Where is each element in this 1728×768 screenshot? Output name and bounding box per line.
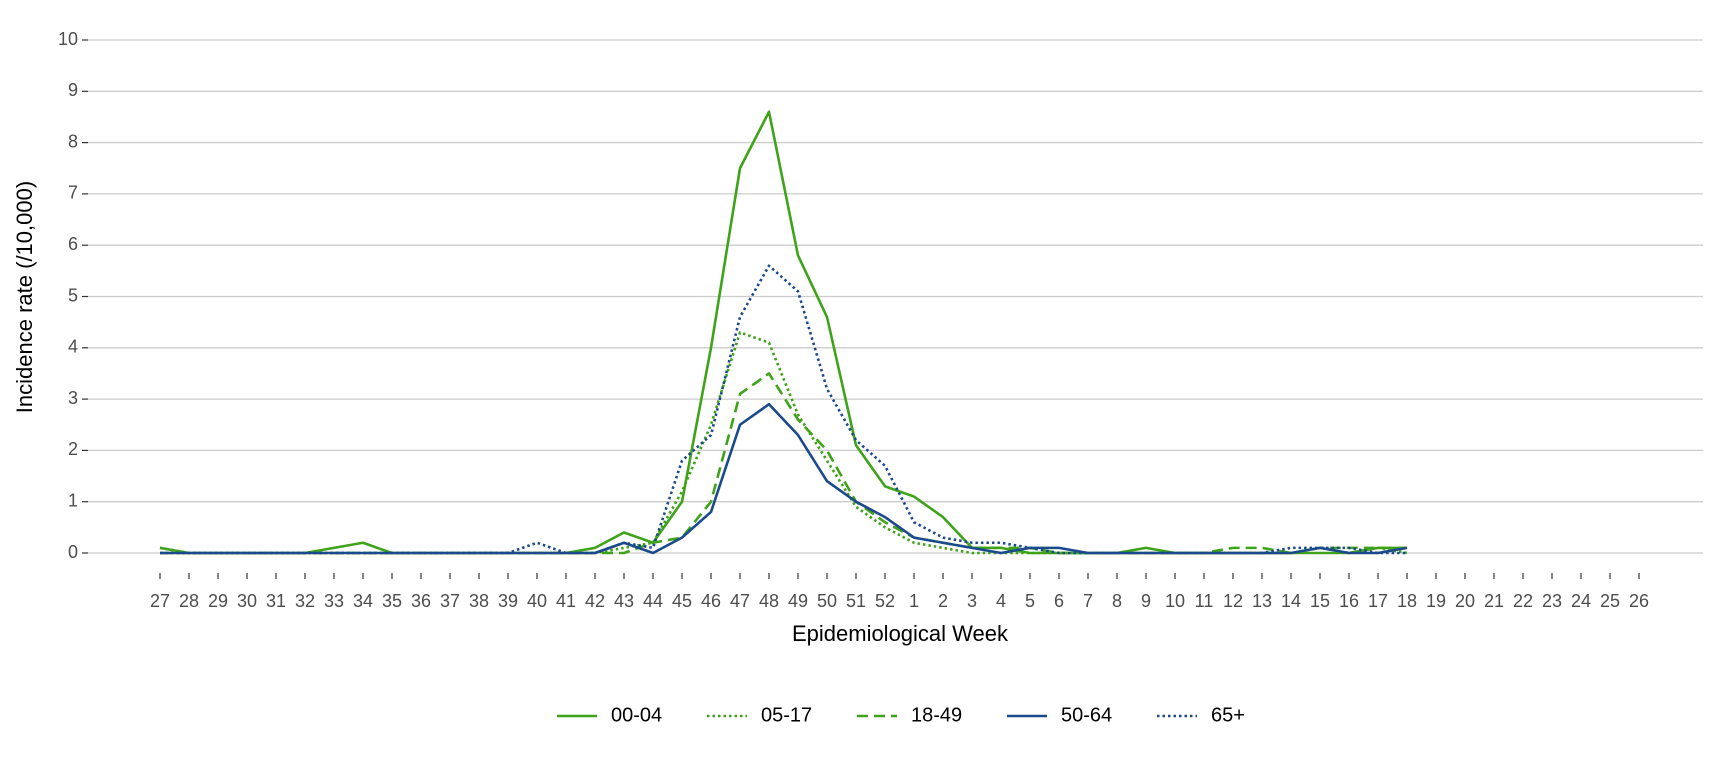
x-tick-label: 9 — [1141, 591, 1151, 611]
x-tick-label: 12 — [1223, 591, 1243, 611]
x-tick-label: 11 — [1195, 591, 1214, 611]
x-tick-label: 33 — [324, 591, 344, 611]
y-tick-label: 2 — [68, 439, 78, 459]
x-tick-label: 37 — [440, 591, 460, 611]
x-tick-label: 48 — [759, 591, 779, 611]
series-line — [159, 331, 1408, 555]
x-tick-label: 50 — [817, 591, 837, 611]
x-tick-label: 2 — [938, 591, 948, 611]
x-tick-label: 21 — [1484, 591, 1504, 611]
x-tick-label: 47 — [730, 591, 750, 611]
x-tick-label: 23 — [1542, 591, 1562, 611]
x-tick-label: 25 — [1600, 591, 1620, 611]
legend-label: 18-49 — [911, 704, 962, 726]
legend-label: 50-64 — [1061, 704, 1112, 726]
x-tick-label: 1 — [909, 591, 919, 611]
x-tick-label: 34 — [353, 591, 373, 611]
x-tick-label: 43 — [614, 591, 634, 611]
x-tick-label: 20 — [1455, 591, 1475, 611]
x-tick-label: 5 — [1025, 591, 1035, 611]
y-tick-label: 9 — [68, 80, 78, 100]
y-tick-label: 7 — [68, 183, 78, 203]
x-tick-label: 36 — [411, 591, 431, 611]
x-tick-label: 19 — [1426, 591, 1446, 611]
x-tick-label: 4 — [996, 591, 1006, 611]
x-tick-label: 29 — [208, 591, 228, 611]
x-tick-label: 31 — [266, 591, 286, 611]
y-tick-label: 10 — [58, 29, 78, 49]
x-tick-label: 30 — [237, 591, 257, 611]
y-axis-title: Incidence rate (/10,000) — [12, 181, 37, 413]
y-tick-label: 8 — [68, 131, 78, 151]
x-tick-label: 35 — [382, 591, 402, 611]
x-tick-label: 26 — [1629, 591, 1649, 611]
x-tick-label: 51 — [846, 591, 866, 611]
x-tick-label: 27 — [150, 591, 170, 611]
series-line — [160, 372, 1407, 555]
x-tick-label: 10 — [1165, 591, 1185, 611]
x-tick-label: 32 — [295, 591, 315, 611]
x-tick-label: 45 — [672, 591, 692, 611]
x-tick-label: 8 — [1112, 591, 1122, 611]
x-tick-label: 39 — [498, 591, 518, 611]
y-tick-label: 6 — [68, 234, 78, 254]
y-tick-label: 0 — [68, 542, 78, 562]
series-line — [160, 264, 1407, 555]
x-tick-label: 52 — [875, 591, 895, 611]
x-axis-title: Epidemiological Week — [792, 621, 1009, 646]
x-tick-label: 7 — [1083, 591, 1093, 611]
series-line — [159, 110, 1407, 555]
legend-label: 05-17 — [761, 704, 812, 726]
x-tick-label: 46 — [701, 591, 721, 611]
x-tick-label: 38 — [469, 591, 489, 611]
x-tick-label: 44 — [643, 591, 663, 611]
y-tick-label: 3 — [68, 388, 78, 408]
x-tick-label: 15 — [1310, 591, 1330, 611]
x-tick-label: 6 — [1054, 591, 1064, 611]
x-tick-label: 3 — [967, 591, 977, 611]
legend-label: 65+ — [1211, 704, 1245, 726]
x-tick-label: 28 — [179, 591, 199, 611]
x-tick-label: 49 — [788, 591, 808, 611]
x-tick-label: 13 — [1252, 591, 1272, 611]
x-tick-label: 17 — [1368, 591, 1388, 611]
y-tick-label: 5 — [68, 285, 78, 305]
x-tick-label: 16 — [1339, 591, 1359, 611]
x-tick-label: 22 — [1513, 591, 1533, 611]
x-tick-label: 41 — [556, 591, 576, 611]
y-tick-label: 1 — [68, 490, 78, 510]
legend-label: 00-04 — [611, 704, 662, 726]
series-line — [160, 402, 1408, 555]
x-tick-label: 18 — [1397, 591, 1417, 611]
x-tick-label: 40 — [527, 591, 547, 611]
x-tick-label: 24 — [1571, 591, 1591, 611]
y-tick-label: 4 — [68, 337, 78, 357]
x-tick-label: 42 — [585, 591, 605, 611]
x-tick-label: 14 — [1281, 591, 1301, 611]
